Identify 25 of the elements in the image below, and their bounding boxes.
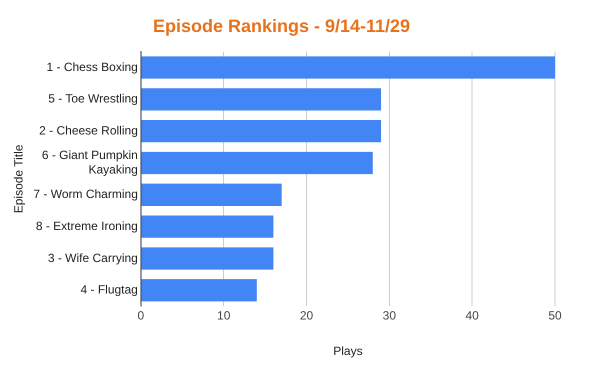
chart-title: Episode Rankings - 9/14-11/29 xyxy=(152,16,410,36)
y-tick-label: 8 - Extreme Ironing xyxy=(36,218,138,233)
x-tick-label: 0 xyxy=(138,308,145,323)
bar xyxy=(141,184,282,206)
bar xyxy=(141,247,274,270)
y-tick-label: 1 - Chess Boxing xyxy=(46,60,138,74)
y-axis-title: Episode Title xyxy=(12,144,26,214)
x-tick-label: 30 xyxy=(382,308,396,323)
y-tick-label: 2 - Cheese Rolling xyxy=(39,123,138,138)
bar xyxy=(141,88,382,110)
x-tick-label: 20 xyxy=(300,308,314,323)
y-tick-label: 3 - Wife Carrying xyxy=(48,250,138,265)
bar xyxy=(141,279,257,302)
y-tick-label: 6 - Giant Pumpkin Kayaking xyxy=(42,148,138,176)
x-tick-label: 50 xyxy=(548,308,562,323)
bar xyxy=(141,152,373,174)
x-tick-label: 10 xyxy=(217,308,231,323)
bar xyxy=(141,56,555,79)
x-axis-title: Plays xyxy=(333,344,363,358)
y-tick-label: 5 - Toe Wrestling xyxy=(48,92,138,106)
x-tick-label: 40 xyxy=(465,308,480,323)
bar xyxy=(141,120,382,142)
y-tick-label: 7 - Worm Charming xyxy=(33,187,138,202)
bar xyxy=(141,216,274,238)
y-tick-label: 4 - Flugtag xyxy=(80,282,138,297)
